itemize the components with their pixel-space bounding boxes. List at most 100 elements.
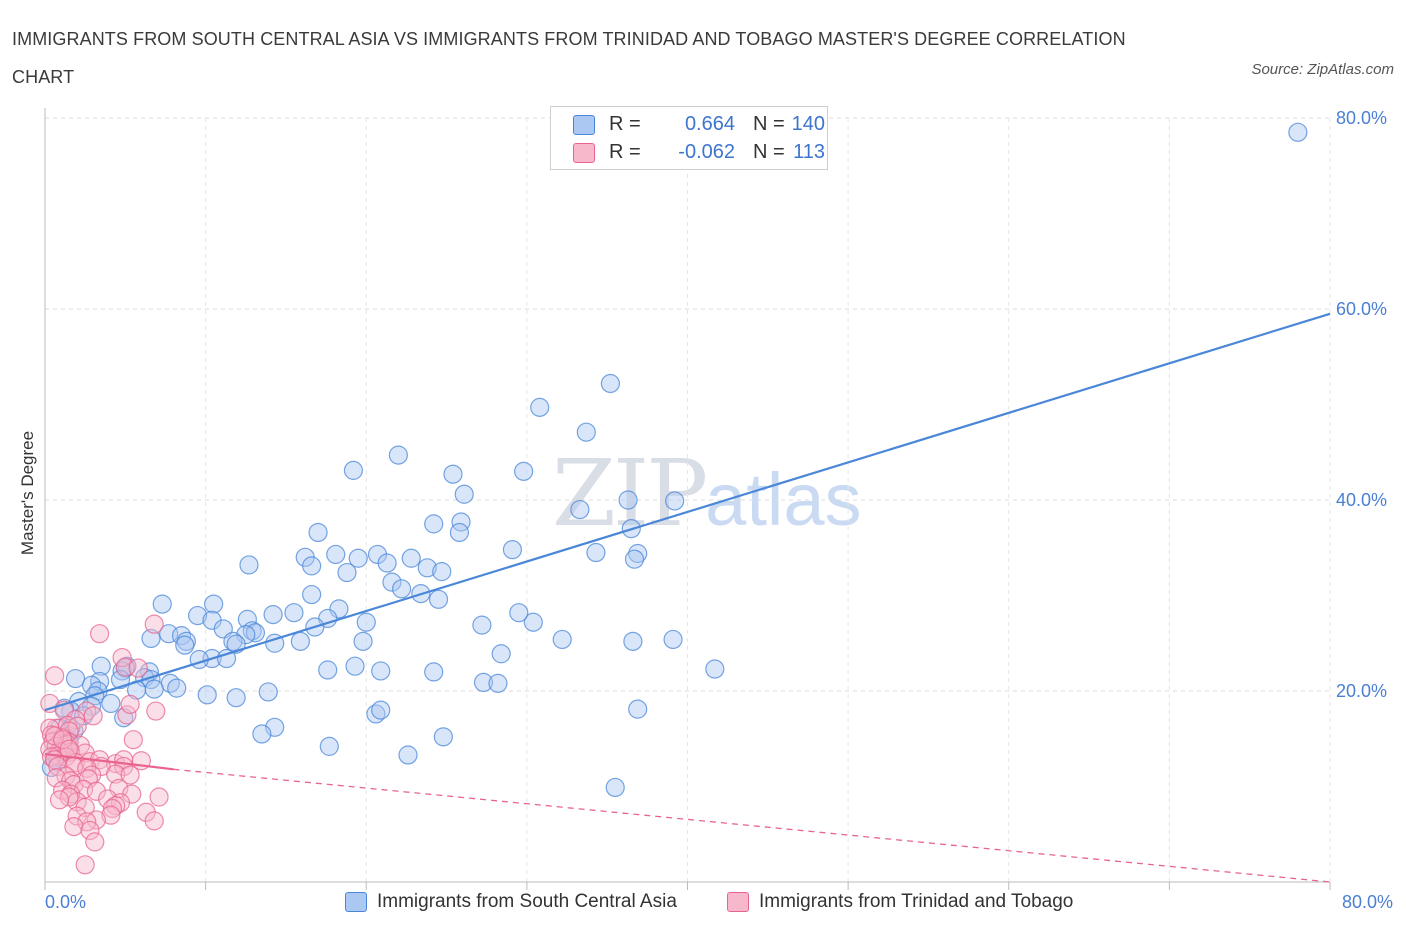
data-point: [523, 612, 543, 632]
bottom-legend-swatch-blue: [345, 892, 367, 912]
data-point: [101, 693, 121, 714]
data-point: [204, 594, 224, 614]
data-point: [665, 491, 685, 511]
data-point: [239, 555, 259, 575]
bottom-legend-label: Immigrants from South Central Asia: [377, 891, 677, 912]
data-point: [337, 562, 357, 583]
legend-r-value: 0.664: [684, 113, 735, 135]
data-point: [424, 514, 444, 534]
data-point: [491, 644, 511, 664]
data-point: [59, 739, 79, 759]
trend-line-extension: [173, 768, 1331, 883]
data-point: [53, 730, 73, 750]
data-point: [110, 669, 131, 690]
series-south-central-asia: [41, 122, 1308, 798]
data-point: [663, 629, 683, 650]
x-tick-label: 0.0%: [45, 892, 86, 912]
data-point: [86, 781, 107, 801]
data-point: [605, 777, 625, 798]
data-point: [398, 745, 418, 765]
data-point: [586, 542, 606, 563]
data-point: [401, 548, 421, 568]
data-point: [223, 631, 243, 651]
data-point: [600, 373, 621, 394]
data-point: [1288, 122, 1308, 142]
y-tick-label: 20.0%: [1336, 681, 1387, 701]
data-point: [388, 445, 408, 465]
trend-line: [44, 312, 1331, 712]
data-point: [226, 688, 246, 708]
data-point: [123, 730, 143, 750]
legend-r-label: R =: [609, 141, 641, 163]
data-point: [552, 629, 572, 650]
legend-swatch-pink: [573, 143, 595, 163]
data-point: [45, 666, 65, 686]
trend-line: [44, 752, 174, 771]
data-point: [530, 397, 550, 417]
data-point: [290, 631, 310, 651]
data-point: [83, 706, 103, 726]
data-point: [472, 615, 492, 635]
data-point: [284, 603, 304, 623]
trend-lines: [44, 312, 1331, 883]
data-point: [152, 594, 172, 614]
legend-n-value: 140: [791, 113, 825, 135]
data-point: [417, 558, 437, 578]
data-point: [175, 635, 195, 655]
data-point: [576, 422, 596, 442]
data-point: [433, 727, 453, 747]
bottom-legend-label: Immigrants from Trinidad and Tobago: [759, 891, 1074, 912]
data-point: [144, 811, 164, 831]
data-point: [106, 764, 126, 784]
data-point: [488, 673, 508, 693]
data-point: [85, 832, 105, 852]
legend-n-value: 113: [793, 141, 825, 163]
data-point: [570, 499, 590, 520]
data-point: [90, 624, 110, 644]
data-point: [371, 661, 391, 681]
data-point: [302, 584, 322, 605]
data-point: [49, 790, 70, 810]
data-point: [382, 572, 402, 592]
data-point: [144, 679, 164, 699]
y-axis-label: Master's Degree: [18, 431, 37, 555]
data-point: [101, 805, 121, 825]
legend-n-label: N =: [753, 113, 785, 135]
data-point: [128, 658, 148, 678]
data-point: [432, 562, 452, 582]
data-point: [624, 549, 645, 569]
series-trinidad-tobago: [40, 614, 169, 875]
data-point: [252, 724, 272, 744]
data-point: [356, 612, 376, 632]
axes: [44, 108, 1331, 890]
data-point: [371, 700, 391, 720]
stats-legend: R = 0.664 N = 140 R = -0.062 N = 113: [550, 106, 828, 170]
data-point: [98, 789, 118, 809]
data-point: [106, 795, 126, 816]
data-point: [509, 603, 529, 623]
data-point: [391, 579, 412, 599]
data-point: [302, 556, 322, 576]
data-point: [120, 765, 140, 785]
data-point: [348, 548, 368, 568]
data-point: [65, 668, 86, 689]
data-point: [705, 659, 725, 679]
data-point: [345, 656, 365, 676]
data-point: [514, 461, 534, 481]
data-point: [443, 464, 463, 484]
data-point: [377, 553, 397, 573]
data-point: [46, 768, 66, 788]
data-point: [245, 623, 266, 643]
data-point: [326, 544, 346, 565]
data-point: [144, 614, 164, 634]
data-point: [628, 543, 648, 564]
data-point: [120, 694, 140, 714]
data-point: [449, 522, 470, 543]
data-point: [424, 662, 444, 682]
y-tick-label: 60.0%: [1336, 299, 1387, 319]
data-point: [454, 484, 474, 504]
data-point: [318, 660, 338, 680]
legend-r-label: R =: [609, 113, 641, 135]
data-point: [146, 701, 166, 721]
tick-labels: 20.0% 40.0% 60.0% 80.0% 0.0% 80.0%: [45, 108, 1393, 912]
